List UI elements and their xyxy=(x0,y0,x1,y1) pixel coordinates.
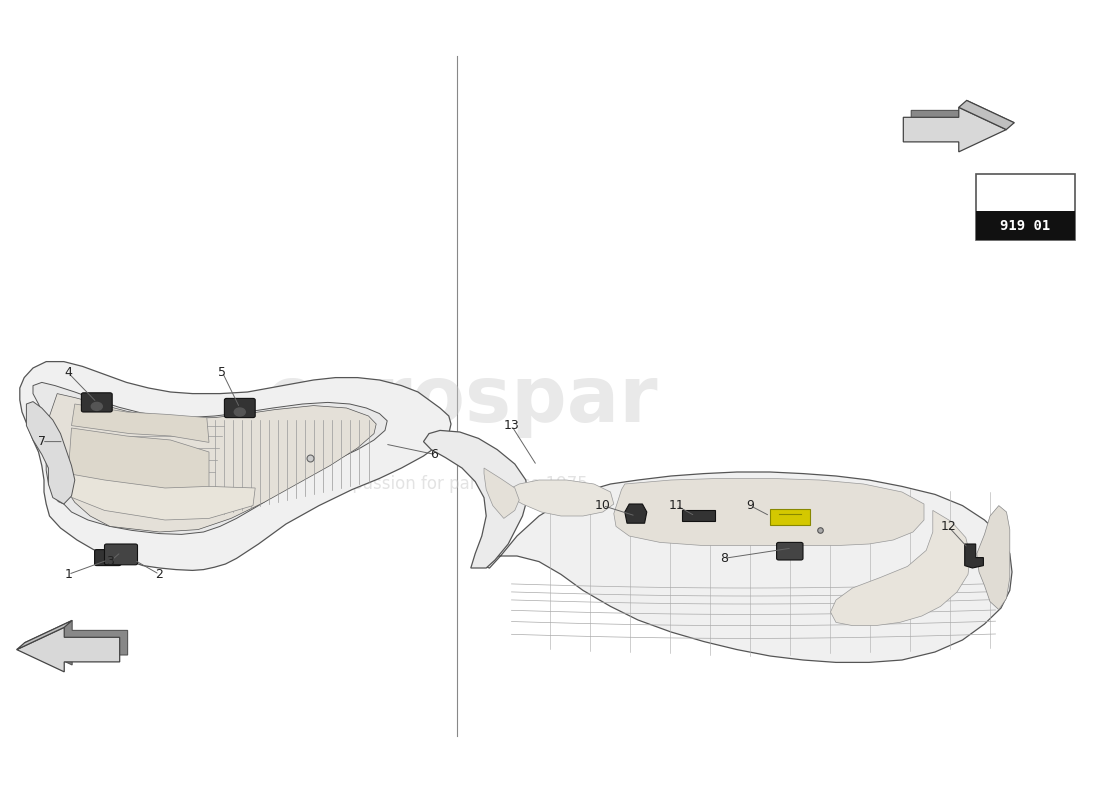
Text: eurospar: eurospar xyxy=(266,362,658,438)
Polygon shape xyxy=(46,394,376,532)
Polygon shape xyxy=(24,621,128,665)
Text: 9: 9 xyxy=(746,499,755,512)
Polygon shape xyxy=(16,621,73,650)
Text: 8: 8 xyxy=(719,552,728,565)
Text: 7: 7 xyxy=(37,435,46,448)
FancyBboxPatch shape xyxy=(777,542,803,560)
Polygon shape xyxy=(625,504,647,523)
Polygon shape xyxy=(911,101,1014,145)
Text: 919 01: 919 01 xyxy=(1000,218,1050,233)
Polygon shape xyxy=(508,480,614,516)
Text: 4: 4 xyxy=(64,366,73,379)
Text: 1: 1 xyxy=(64,568,73,581)
Polygon shape xyxy=(965,544,983,568)
Polygon shape xyxy=(959,101,1014,130)
Polygon shape xyxy=(682,510,715,521)
Polygon shape xyxy=(26,402,75,504)
Polygon shape xyxy=(72,404,209,442)
Polygon shape xyxy=(424,430,528,568)
Text: 6: 6 xyxy=(430,448,439,461)
Circle shape xyxy=(234,408,245,416)
Text: 13: 13 xyxy=(504,419,519,432)
Polygon shape xyxy=(770,509,810,525)
Text: 12: 12 xyxy=(940,520,956,533)
Polygon shape xyxy=(484,468,519,518)
Text: 5: 5 xyxy=(218,366,227,378)
Polygon shape xyxy=(20,362,451,570)
Polygon shape xyxy=(977,506,1010,610)
Text: 3: 3 xyxy=(106,555,114,568)
Bar xyxy=(976,211,1075,240)
Polygon shape xyxy=(68,474,255,520)
FancyBboxPatch shape xyxy=(976,174,1075,240)
FancyBboxPatch shape xyxy=(224,398,255,418)
FancyBboxPatch shape xyxy=(95,550,121,566)
Text: 11: 11 xyxy=(669,499,684,512)
Polygon shape xyxy=(614,478,924,546)
Polygon shape xyxy=(33,382,387,534)
Polygon shape xyxy=(68,428,209,496)
Text: 2: 2 xyxy=(155,568,164,581)
Polygon shape xyxy=(903,107,1006,152)
Text: a passion for parts since 1975: a passion for parts since 1975 xyxy=(337,475,587,493)
FancyBboxPatch shape xyxy=(81,393,112,412)
FancyBboxPatch shape xyxy=(104,544,138,565)
Polygon shape xyxy=(830,510,970,626)
Polygon shape xyxy=(482,472,1012,662)
Circle shape xyxy=(91,402,102,410)
Text: 10: 10 xyxy=(595,499,610,512)
Polygon shape xyxy=(16,627,120,672)
